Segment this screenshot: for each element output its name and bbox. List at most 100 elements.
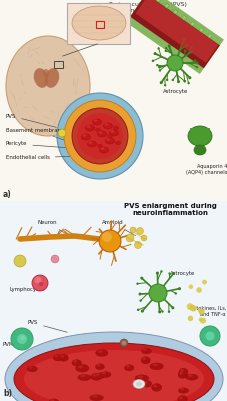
Ellipse shape: [99, 372, 111, 377]
Text: Astrocyte: Astrocyte: [163, 89, 188, 94]
Ellipse shape: [97, 350, 102, 353]
Circle shape: [129, 227, 135, 233]
Ellipse shape: [96, 364, 100, 367]
Text: Basement membrane: Basement membrane: [6, 128, 64, 140]
Circle shape: [198, 28, 202, 32]
Text: Neuron: Neuron: [38, 221, 67, 235]
Circle shape: [187, 316, 192, 321]
Ellipse shape: [93, 119, 97, 122]
Circle shape: [51, 255, 59, 263]
Circle shape: [121, 341, 126, 345]
Ellipse shape: [132, 379, 144, 389]
Circle shape: [188, 284, 192, 289]
Circle shape: [77, 113, 122, 159]
Circle shape: [197, 308, 202, 313]
Polygon shape: [130, 0, 219, 68]
Text: Aquaporin 4
(AQP4) channels: Aquaporin 4 (AQP4) channels: [185, 164, 226, 175]
Ellipse shape: [95, 364, 104, 370]
Text: Lymphocytes: Lymphocytes: [10, 282, 45, 292]
Circle shape: [167, 45, 170, 47]
Ellipse shape: [95, 373, 104, 379]
Circle shape: [183, 49, 186, 52]
Circle shape: [11, 328, 33, 350]
Ellipse shape: [34, 68, 48, 88]
Circle shape: [99, 230, 121, 252]
Ellipse shape: [60, 355, 64, 358]
Ellipse shape: [73, 360, 77, 363]
Ellipse shape: [80, 375, 85, 377]
Ellipse shape: [78, 365, 83, 368]
Ellipse shape: [109, 130, 118, 136]
Circle shape: [201, 279, 206, 284]
Circle shape: [119, 339, 127, 347]
Ellipse shape: [103, 123, 112, 129]
Ellipse shape: [152, 385, 157, 387]
Ellipse shape: [101, 372, 106, 374]
Ellipse shape: [97, 144, 102, 148]
Circle shape: [182, 38, 185, 41]
Circle shape: [193, 59, 195, 62]
Ellipse shape: [100, 147, 104, 150]
Ellipse shape: [92, 395, 97, 397]
Ellipse shape: [27, 366, 37, 372]
Ellipse shape: [142, 357, 145, 360]
Circle shape: [167, 310, 170, 313]
Text: PVS: PVS: [28, 320, 67, 332]
Text: Pericyte: Pericyte: [6, 142, 68, 148]
Circle shape: [165, 79, 168, 81]
Circle shape: [57, 93, 142, 179]
Text: b): b): [3, 389, 12, 398]
Circle shape: [155, 64, 158, 66]
Ellipse shape: [178, 372, 182, 375]
Ellipse shape: [96, 373, 100, 375]
Circle shape: [14, 255, 26, 267]
Ellipse shape: [187, 126, 211, 146]
Circle shape: [173, 10, 177, 14]
Ellipse shape: [98, 131, 102, 134]
Ellipse shape: [54, 355, 58, 358]
Ellipse shape: [99, 147, 108, 153]
Circle shape: [136, 227, 143, 235]
Circle shape: [159, 81, 162, 84]
Circle shape: [183, 80, 185, 82]
Ellipse shape: [92, 119, 101, 125]
Circle shape: [195, 287, 201, 293]
Circle shape: [205, 332, 214, 340]
Ellipse shape: [135, 381, 141, 387]
Circle shape: [187, 82, 189, 84]
Ellipse shape: [185, 374, 197, 380]
Ellipse shape: [92, 374, 97, 377]
Ellipse shape: [82, 134, 86, 137]
Ellipse shape: [142, 348, 146, 351]
Ellipse shape: [115, 141, 120, 145]
Circle shape: [189, 50, 192, 53]
Circle shape: [160, 310, 163, 313]
Ellipse shape: [85, 125, 94, 131]
Polygon shape: [135, 0, 217, 63]
Bar: [96, 21, 104, 28]
FancyBboxPatch shape: [67, 2, 130, 43]
Ellipse shape: [124, 365, 133, 371]
Ellipse shape: [72, 6, 126, 40]
Circle shape: [158, 310, 160, 314]
Circle shape: [190, 22, 194, 26]
Circle shape: [158, 69, 160, 72]
Ellipse shape: [86, 125, 90, 128]
Circle shape: [176, 80, 179, 83]
Ellipse shape: [125, 365, 129, 368]
Ellipse shape: [43, 69, 49, 77]
Circle shape: [140, 310, 143, 313]
Ellipse shape: [91, 373, 101, 381]
Circle shape: [164, 50, 166, 52]
Circle shape: [171, 272, 174, 275]
Circle shape: [140, 235, 146, 241]
Ellipse shape: [141, 348, 151, 354]
Text: PVS: PVS: [6, 113, 56, 128]
Ellipse shape: [178, 368, 187, 376]
Ellipse shape: [95, 350, 107, 356]
Circle shape: [199, 318, 205, 324]
Circle shape: [164, 47, 167, 49]
Circle shape: [126, 234, 133, 242]
Polygon shape: [189, 128, 209, 144]
Bar: [0, 201, 227, 401]
